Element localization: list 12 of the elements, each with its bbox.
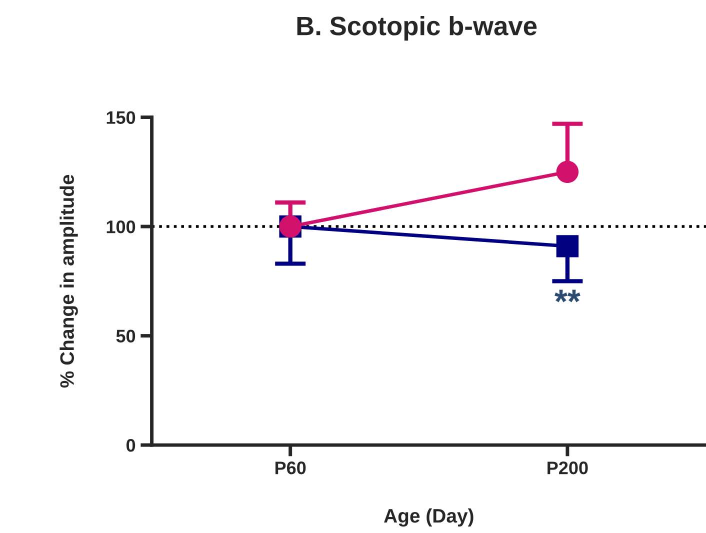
y-tick-label: 150 bbox=[106, 111, 136, 124]
x-tick-label: P200 bbox=[548, 462, 588, 474]
y-tick-label: 0 bbox=[126, 438, 136, 452]
point bbox=[556, 160, 579, 184]
point bbox=[556, 235, 579, 258]
x-tick-label: P60 bbox=[275, 462, 306, 474]
annotation: ** bbox=[554, 290, 580, 302]
y-axis-title: % Change in amplitude bbox=[60, 174, 78, 388]
y-tick-label: 50 bbox=[116, 330, 136, 343]
y-tick-label: 100 bbox=[106, 220, 136, 234]
chart-title: B. Scotopic b-wave bbox=[297, 16, 537, 41]
x-axis-title: Age (Day) bbox=[384, 508, 474, 527]
